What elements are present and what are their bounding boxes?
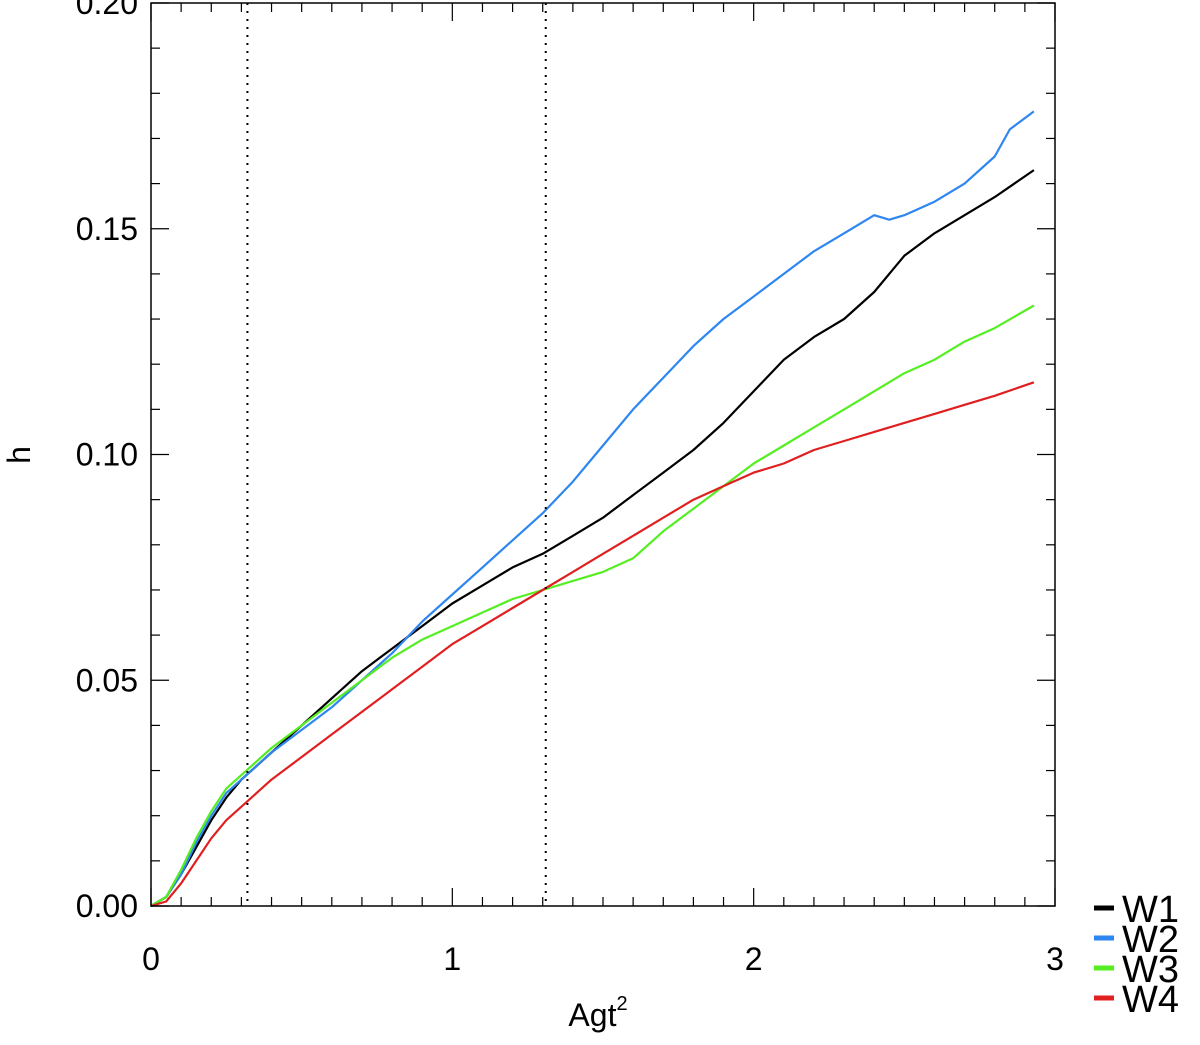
- y-tick-label: 0.00: [76, 888, 138, 924]
- plot-frame: [150, 2, 1056, 907]
- y-axis-title: h: [1, 446, 37, 464]
- legend-label: W2: [1122, 919, 1179, 961]
- series-line-w1: [150, 169, 1035, 907]
- x-tick-label: 1: [443, 941, 461, 977]
- x-axis-title: Agt2: [568, 993, 627, 1033]
- x-axis-title-text: Agt: [568, 997, 616, 1033]
- y-tick-label: 0.15: [76, 211, 138, 247]
- tick-labels: 0 1 2 3 0.00 0.05 0.10 0.15 0.20: [76, 0, 1064, 977]
- series-line-w4: [150, 381, 1035, 908]
- x-tick-label: 0: [142, 941, 160, 977]
- series-line-w2: [150, 110, 1035, 907]
- y-tick-label: 0.20: [76, 0, 138, 21]
- y-tick-label: 0.05: [76, 662, 138, 698]
- plot-lines: [150, 110, 1035, 908]
- y-tick-label: 0.10: [76, 437, 138, 473]
- x-tick-label: 3: [1046, 941, 1064, 977]
- legend-label: W3: [1122, 949, 1179, 991]
- x-tick-label: 2: [745, 941, 763, 977]
- legend-label: W1: [1122, 889, 1179, 931]
- legend-label: W4: [1122, 979, 1179, 1021]
- axis-ticks: [150, 2, 1056, 907]
- vertical-dotted-lines: [246, 3, 547, 906]
- x-axis-title-superscript: 2: [616, 993, 627, 1015]
- series-line-w3: [150, 304, 1035, 907]
